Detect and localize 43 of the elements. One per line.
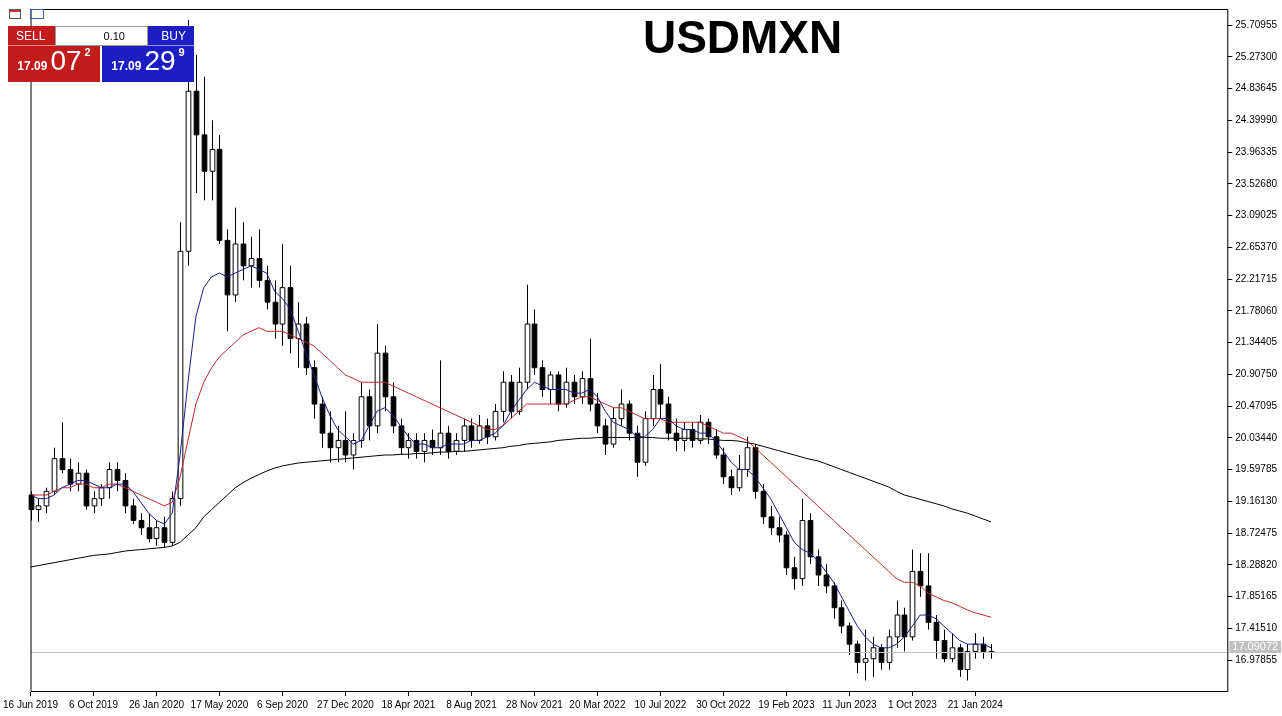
y-tick-label: 16.97855	[1235, 654, 1278, 666]
x-tick-label: 27 Dec 2020	[317, 698, 375, 710]
y-tick-label: 17.41510	[1235, 622, 1278, 634]
y-tick-label: 24.83645	[1235, 82, 1278, 94]
y-tick-label: 17.85165	[1235, 590, 1278, 602]
x-tick-label: 17 May 2020	[190, 698, 249, 710]
annotation: SELL	[8, 26, 100, 46]
x-tick-label: 30 Oct 2022	[696, 698, 752, 710]
x-tick-label: 6 Oct 2019	[69, 698, 119, 710]
x-tick-label: 1 Oct 2023	[887, 698, 938, 710]
x-tick-label: 20 Mar 2022	[569, 698, 626, 710]
x-tick-label: 26 Jan 2020	[128, 698, 185, 710]
x-tick-label: 16 Jun 2019	[2, 698, 59, 710]
y-tick-label: 21.34405	[1235, 336, 1278, 348]
y-tick-label: 21.78060	[1235, 304, 1278, 316]
x-tick-label: 6 Sep 2020	[256, 698, 309, 710]
y-tick-label: 25.70955	[1235, 18, 1278, 30]
y-tick-label: 22.65370	[1235, 241, 1278, 253]
y-tick-label: 20.90750	[1235, 368, 1278, 380]
y-tick-label: 23.09025	[1235, 209, 1278, 221]
x-tick-label: 8 Aug 2021	[446, 698, 498, 710]
ref-line-label: 17.09072	[1232, 640, 1279, 653]
y-tick-label: 20.47095	[1235, 399, 1278, 411]
y-tick-label: 18.28820	[1235, 558, 1278, 570]
x-tick-label: 21 Jan 2024	[947, 698, 1004, 710]
x-tick-label: 11 Jun 2023	[822, 698, 877, 710]
y-tick-label: 19.59785	[1235, 463, 1278, 475]
y-tick-label: 25.27300	[1235, 50, 1278, 62]
x-tick-label: 28 Nov 2021	[506, 698, 564, 710]
x-tick-label: 18 Apr 2021	[381, 698, 436, 710]
annotation: BUY	[161, 29, 186, 43]
y-tick-label: 19.16130	[1235, 495, 1278, 507]
y-tick-label: 22.21715	[1235, 272, 1278, 284]
y-tick-label: 20.03440	[1235, 431, 1278, 443]
y-tick-label: 23.96335	[1235, 145, 1278, 157]
y-tick-label: 24.39990	[1235, 114, 1278, 126]
annotation: 0.10	[103, 30, 125, 42]
y-tick-label: 18.72475	[1235, 526, 1278, 538]
volume-field: 0.10	[55, 26, 148, 46]
x-tick-label: 10 Jul 2022	[634, 698, 687, 710]
chart-title: USDMXN	[642, 10, 843, 63]
x-tick-label: 19 Feb 2023	[758, 698, 815, 710]
y-tick-label: 23.52680	[1235, 177, 1278, 189]
